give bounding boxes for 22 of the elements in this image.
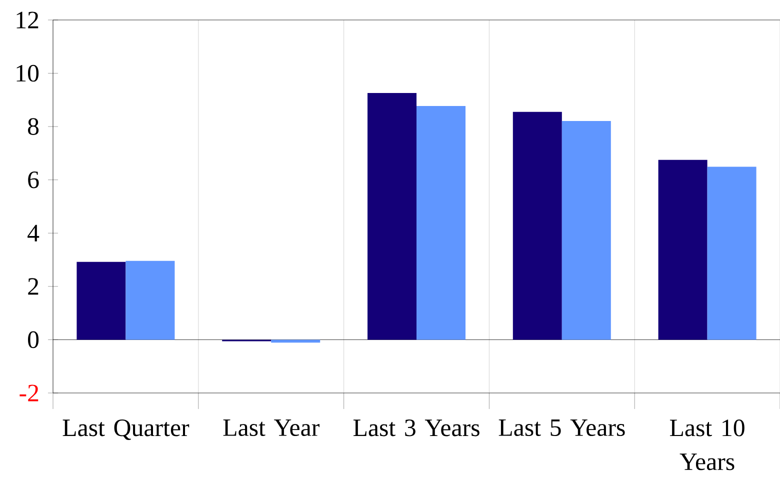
y-tick-label: -2 — [20, 384, 38, 402]
y-tick-label: 2 — [28, 278, 38, 295]
bar — [658, 160, 708, 340]
bar — [368, 92, 417, 340]
y-tick-label: 10 — [16, 64, 39, 82]
x-tick-label: Last 3 Years — [353, 419, 480, 436]
x-tick-label: Last Quarter — [62, 419, 190, 440]
y-tick-label: 8 — [28, 118, 39, 135]
bar — [126, 260, 175, 340]
bar — [707, 166, 756, 340]
x-tick-label: Last 10 Years — [670, 419, 744, 470]
y-tick-label: 12 — [16, 12, 38, 28]
bar — [76, 262, 126, 340]
bar — [271, 340, 320, 343]
y-tick-label: 4 — [28, 224, 40, 242]
bar — [512, 112, 562, 340]
x-tick-label: Last 5 Years — [498, 419, 625, 436]
bar — [562, 120, 611, 340]
y-tick-label: 0 — [28, 331, 39, 348]
bar — [416, 106, 466, 340]
y-tick-label: 6 — [28, 171, 39, 188]
x-tick-label: Last Year — [223, 419, 320, 436]
